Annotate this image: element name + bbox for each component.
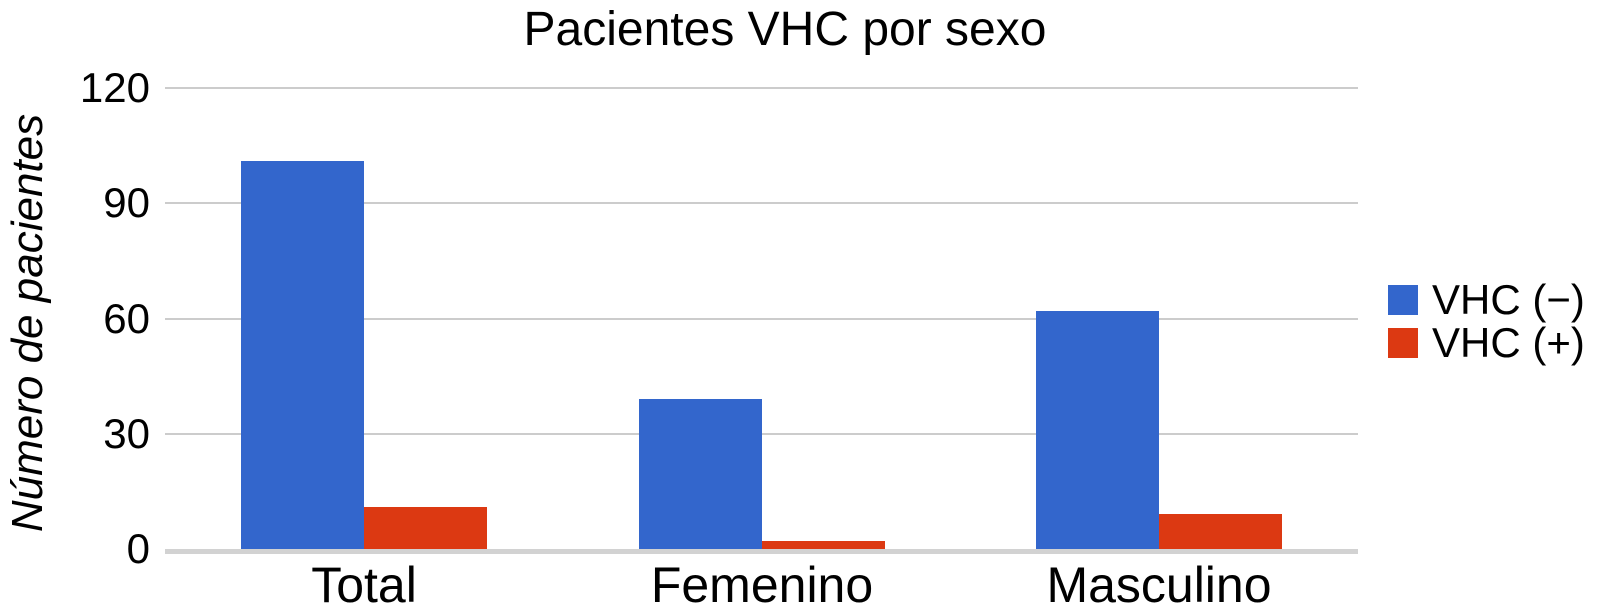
bar-femenino-series-1 (639, 399, 762, 549)
bar-femenino-series-2 (762, 541, 885, 549)
legend-item: VHC (−) (1388, 278, 1585, 321)
chart-title: Pacientes VHC por sexo (523, 3, 1047, 56)
gridline (165, 87, 1358, 89)
y-tick-label: 60 (103, 294, 150, 342)
legend-item: VHC (+) (1388, 321, 1585, 364)
y-tick-label: 120 (79, 64, 150, 111)
legend-swatch-icon (1388, 327, 1418, 358)
gridline (165, 202, 1358, 205)
x-category-label: Masculino (1046, 557, 1272, 613)
legend-label: VHC (+) (1432, 319, 1585, 366)
y-tick-label: 90 (103, 179, 150, 227)
y-tick-label: 0 (126, 525, 150, 572)
gridline (165, 317, 1358, 320)
legend-label: VHC (−) (1432, 276, 1585, 323)
bar-total-series-2 (364, 507, 487, 549)
x-category-label: Femenino (650, 557, 874, 613)
y-tick-label: 30 (103, 409, 150, 457)
x-category-label: Total (311, 557, 417, 613)
bar-masculino-series-1 (1036, 311, 1159, 549)
legend-swatch-icon (1388, 284, 1418, 315)
legend: VHC (−) VHC (+) (1388, 278, 1585, 364)
x-axis-baseline (165, 549, 1358, 554)
bar-total-series-1 (241, 161, 364, 549)
bar-masculino-series-2 (1159, 514, 1282, 549)
